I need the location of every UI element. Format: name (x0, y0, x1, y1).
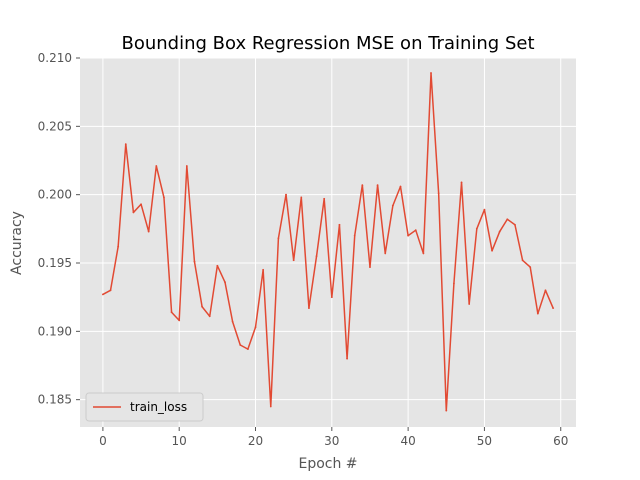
y-tick-label: 0.200 (38, 188, 72, 202)
data-point (254, 326, 257, 329)
data-point (376, 184, 379, 187)
data-point (544, 289, 547, 292)
data-point (391, 204, 394, 207)
data-point (117, 245, 120, 248)
data-point (422, 252, 425, 255)
data-point (208, 315, 211, 318)
data-point (514, 223, 516, 226)
data-point (468, 303, 471, 305)
legend: train_loss (85, 392, 204, 422)
data-point (323, 197, 326, 200)
data-point (216, 264, 219, 267)
y-axis-ticks: 0.185 0.190 0.195 0.200 0.205 0.210 (38, 51, 80, 407)
data-point (124, 143, 127, 146)
data-point (346, 357, 348, 360)
y-tick-label: 0.190 (38, 324, 72, 338)
data-point (437, 192, 440, 195)
x-tick-label: 20 (248, 434, 263, 448)
data-point (361, 184, 364, 187)
data-point (300, 196, 303, 199)
x-tick-label: 0 (99, 434, 107, 448)
data-point (552, 307, 555, 309)
series-line-train-loss (102, 72, 554, 412)
data-point (163, 196, 165, 199)
data-point (285, 193, 287, 196)
data-point (185, 165, 188, 167)
data-point (529, 266, 532, 268)
data-point (536, 312, 539, 315)
data-point (338, 223, 341, 226)
data-point (140, 203, 142, 206)
x-tick-label: 60 (553, 434, 568, 448)
data-point (483, 208, 486, 211)
y-tick-label: 0.185 (38, 393, 72, 407)
x-tick-label: 40 (400, 434, 415, 448)
data-point (224, 281, 226, 284)
legend-box (85, 392, 204, 422)
data-point (239, 344, 242, 346)
data-point (269, 405, 272, 408)
legend-label-train-loss: train_loss (130, 400, 187, 414)
x-tick-label: 10 (172, 434, 187, 448)
data-point (147, 230, 150, 233)
data-point (453, 282, 455, 285)
data-point (155, 165, 158, 167)
data-point (277, 237, 280, 240)
data-point (330, 296, 333, 299)
x-tick-label: 50 (477, 434, 492, 448)
data-point (491, 249, 493, 252)
data-point (231, 320, 234, 323)
data-point (170, 311, 173, 314)
x-axis-label: Epoch # (298, 456, 357, 472)
y-axis-label: Accuracy (9, 211, 25, 275)
series-layer (101, 72, 555, 412)
data-point (414, 229, 417, 232)
data-point (308, 307, 310, 309)
data-point (132, 211, 135, 214)
data-point (445, 409, 448, 412)
y-tick-label: 0.205 (38, 119, 72, 133)
data-point (521, 259, 524, 262)
data-point (262, 268, 265, 271)
data-point (430, 72, 432, 74)
data-point (246, 348, 249, 350)
data-point (384, 252, 387, 255)
y-tick-label: 0.210 (38, 51, 72, 65)
data-point (292, 259, 295, 262)
data-point (178, 319, 181, 322)
data-point (101, 293, 104, 296)
data-point (353, 234, 356, 237)
data-point (315, 255, 318, 258)
data-point (201, 305, 203, 308)
chart-title: Bounding Box Regression MSE on Training … (121, 33, 534, 54)
x-tick-label: 30 (324, 434, 339, 448)
data-point (506, 218, 509, 221)
y-tick-label: 0.195 (38, 256, 72, 270)
data-point (369, 266, 371, 268)
x-axis-ticks: 0 10 20 30 40 50 60 (99, 427, 568, 448)
data-point (460, 181, 463, 184)
data-point (407, 234, 410, 237)
data-point (475, 227, 478, 230)
data-point (399, 185, 402, 188)
data-point (498, 230, 501, 233)
data-point (193, 260, 196, 263)
data-point (109, 289, 112, 292)
